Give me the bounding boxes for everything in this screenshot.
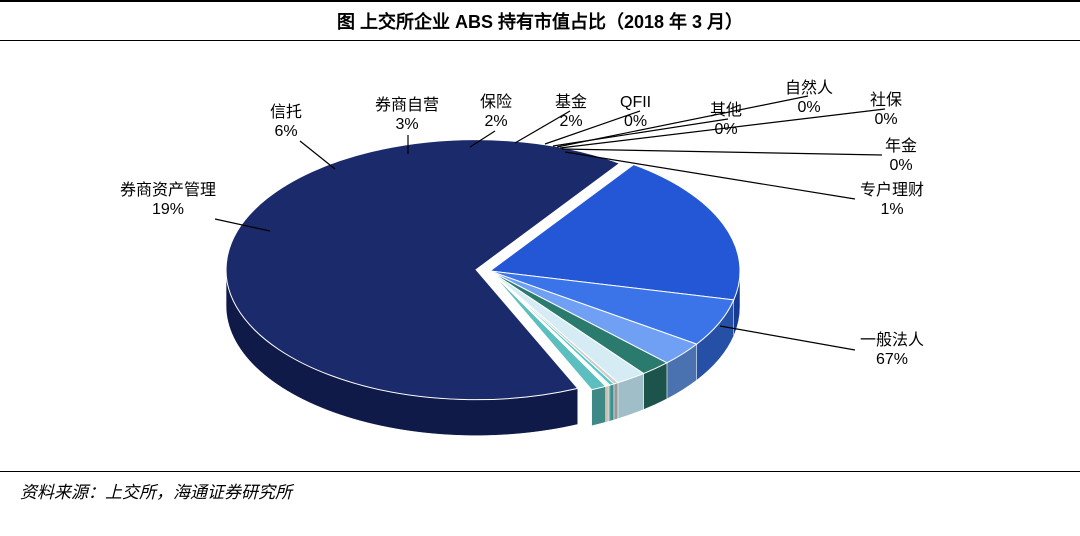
slice-label: 一般法人67%: [860, 331, 924, 369]
slice-label-name: 一般法人: [860, 332, 924, 349]
slice-label-pct: 0%: [785, 98, 833, 117]
slice-label-pct: 19%: [120, 200, 216, 219]
slice-label: 基金2%: [555, 93, 587, 131]
slice-label: QFII0%: [620, 93, 651, 131]
slice-label-pct: 0%: [710, 120, 742, 139]
slice-label-name: 保险: [480, 94, 512, 111]
source-text: 资料来源：上交所，海通证券研究所: [0, 472, 1080, 509]
slice-label-pct: 2%: [555, 112, 587, 131]
slice-label: 信托6%: [270, 103, 302, 141]
slice-label-name: QFII: [620, 94, 651, 111]
slice-label: 券商资产管理19%: [120, 181, 216, 219]
slice-label-pct: 2%: [480, 112, 512, 131]
slice-label: 年金0%: [885, 137, 917, 175]
slice-label-name: 信托: [270, 104, 302, 121]
slice-label: 自然人0%: [785, 79, 833, 117]
slice-label-pct: 67%: [860, 350, 924, 369]
slice-label-name: 社保: [870, 92, 902, 109]
slice-label-name: 券商资产管理: [120, 182, 216, 199]
slice-label-name: 年金: [885, 138, 917, 155]
slice-label: 保险2%: [480, 93, 512, 131]
slice-label-pct: 0%: [870, 110, 902, 129]
slice-label: 专户理财1%: [860, 181, 924, 219]
slice-label-pct: 3%: [375, 115, 439, 134]
slice-label-name: 专户理财: [860, 182, 924, 199]
slice-label-pct: 1%: [860, 200, 924, 219]
pie-chart: 一般法人67%券商资产管理19%信托6%券商自营3%保险2%基金2%QFII0%…: [0, 41, 1080, 471]
slice-label-pct: 6%: [270, 122, 302, 141]
pie-svg: [0, 41, 1080, 471]
slice-label: 券商自营3%: [375, 96, 439, 134]
slice-label-name: 券商自营: [375, 97, 439, 114]
slice-label-pct: 0%: [620, 112, 651, 131]
chart-title: 图 上交所企业 ABS 持有市值占比（2018 年 3 月）: [0, 0, 1080, 41]
slice-label-name: 其他: [710, 102, 742, 119]
slice-label-name: 自然人: [785, 80, 833, 97]
slice-label-pct: 0%: [885, 156, 917, 175]
slice-label-name: 基金: [555, 94, 587, 111]
slice-label: 其他0%: [710, 101, 742, 139]
slice-label: 社保0%: [870, 91, 902, 129]
